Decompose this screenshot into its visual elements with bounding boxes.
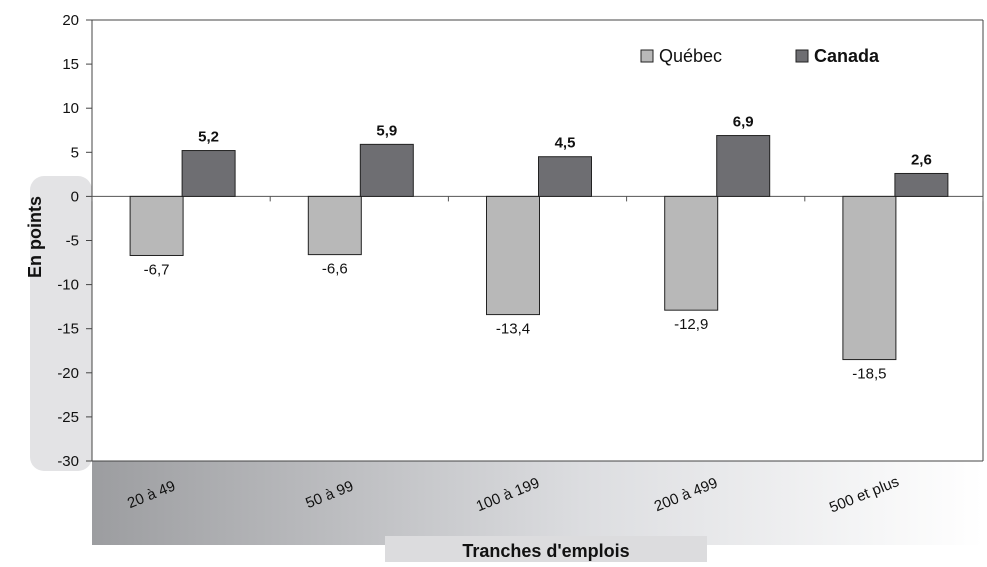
data-label: -18,5 xyxy=(852,366,886,383)
data-label: 4,5 xyxy=(555,135,576,152)
y-tick-label: -10 xyxy=(57,277,79,294)
data-label: 5,2 xyxy=(198,129,219,146)
y-axis-band xyxy=(30,176,92,471)
data-label: -12,9 xyxy=(674,316,708,333)
bar-quebec xyxy=(129,195,184,256)
x-axis-band xyxy=(92,461,983,545)
data-label: -6,7 xyxy=(144,261,170,278)
y-tick-label: -20 xyxy=(57,365,79,382)
y-tick-label: 5 xyxy=(71,144,79,161)
y-tick-label: -30 xyxy=(57,453,79,470)
y-tick-label: 0 xyxy=(71,188,79,205)
y-tick-label: -25 xyxy=(57,409,79,426)
data-label: 6,9 xyxy=(733,114,754,131)
x-axis-title: Tranches d'emplois xyxy=(462,541,629,561)
data-label: -13,4 xyxy=(496,321,530,338)
x-axis-title-box xyxy=(385,536,707,562)
legend-label-quebec: Québec xyxy=(659,46,722,66)
bar-canada xyxy=(359,143,414,197)
y-tick-label: 10 xyxy=(62,100,79,117)
bar-canada xyxy=(181,150,236,197)
legend-label-canada: Canada xyxy=(814,46,880,66)
data-label: 2,6 xyxy=(911,151,932,168)
legend-swatch-quebec xyxy=(640,49,654,63)
y-tick-label: -15 xyxy=(57,321,79,338)
legend-swatch-canada xyxy=(795,49,809,63)
y-tick-label: -5 xyxy=(66,233,79,250)
bar-quebec xyxy=(664,195,719,311)
bar-quebec xyxy=(842,195,897,361)
bar-canada xyxy=(538,156,592,197)
y-axis-title: En points xyxy=(25,196,45,278)
bar-quebec xyxy=(486,195,540,316)
y-tick-label: 15 xyxy=(62,56,79,73)
bar-canada xyxy=(716,135,771,197)
data-label: -6,6 xyxy=(322,261,348,278)
data-label: 5,9 xyxy=(376,122,397,139)
y-tick-label: 20 xyxy=(62,12,79,29)
bar-canada xyxy=(894,172,949,197)
bar-quebec xyxy=(307,195,362,256)
